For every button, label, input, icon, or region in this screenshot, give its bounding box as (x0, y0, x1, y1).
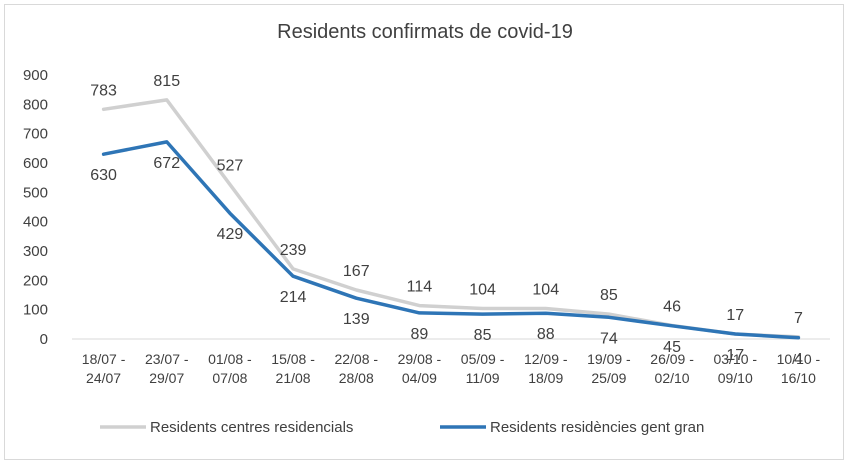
x-tick-label: 29/08 -04/09 (398, 351, 442, 386)
series-line-2 (101, 140, 801, 340)
y-tick-label: 500 (23, 184, 48, 201)
data-labels: 783 815 527 239 167 114 104 104 85 46 17 7 630 672 429… (90, 73, 803, 368)
series-line-1 (101, 98, 801, 339)
data-label: 815 (153, 73, 180, 90)
data-label: 17 (726, 347, 744, 364)
x-tick-label: 05/09 -11/09 (461, 351, 505, 386)
data-label: 167 (343, 263, 370, 280)
y-tick-label: 400 (23, 214, 48, 231)
legend-label-2: Residents residències gent gran (490, 419, 704, 436)
x-tick-label: 18/07 -24/07 (82, 351, 126, 386)
data-label: 46 (663, 299, 681, 316)
y-tick-label: 100 (23, 302, 48, 319)
x-tick-label: 26/09 -02/10 (650, 351, 694, 386)
legend: Residents centres residencials Residents … (100, 419, 704, 436)
y-tick-label: 200 (23, 272, 48, 289)
series-layer (101, 98, 801, 340)
data-label: 630 (90, 167, 117, 184)
x-tick-label: 15/08 -21/08 (271, 351, 315, 386)
data-label: 104 (469, 281, 496, 298)
data-label: 89 (411, 326, 429, 343)
data-label: 85 (600, 287, 618, 304)
x-tick-label: 12/09 -18/09 (524, 351, 568, 386)
chart-title: Residents confirmats de covid-19 (277, 21, 573, 43)
data-label: 88 (537, 326, 555, 343)
x-tick-label: 01/08 -07/08 (208, 351, 252, 386)
data-label: 239 (280, 242, 307, 259)
data-label: 527 (217, 157, 244, 174)
y-tick-label: 300 (23, 243, 48, 260)
data-label: 429 (217, 226, 244, 243)
x-tick-label: 03/10 -09/10 (713, 351, 757, 386)
x-tick-label: 10/10 -16/10 (777, 351, 821, 386)
y-axis: 0 100 200 300 400 500 600 700 800 900 (23, 67, 48, 348)
data-label: 4 (794, 351, 803, 368)
data-label: 17 (726, 307, 744, 324)
data-label: 85 (474, 327, 492, 344)
data-label: 783 (90, 82, 117, 99)
data-label: 672 (153, 155, 180, 172)
x-tick-label: 19/09 -25/09 (587, 351, 631, 386)
chart-frame (4, 4, 844, 460)
x-tick-label: 23/07 -29/07 (145, 351, 189, 386)
x-axis: 18/07 -24/07 23/07 -29/07 01/08 -07/08 15/0… (72, 338, 830, 386)
legend-label-1: Residents centres residencials (150, 419, 353, 436)
data-label: 7 (794, 310, 803, 327)
data-label: 104 (532, 281, 559, 298)
y-tick-label: 700 (23, 126, 48, 143)
y-tick-label: 800 (23, 96, 48, 113)
data-label: 45 (663, 339, 681, 356)
data-label: 139 (343, 311, 370, 328)
x-tick-label: 22/08 -28/08 (334, 351, 378, 386)
data-label: 114 (407, 279, 433, 296)
y-tick-label: 0 (40, 331, 48, 348)
y-tick-label: 900 (23, 67, 48, 84)
data-label: 214 (280, 289, 307, 306)
y-tick-label: 600 (23, 155, 48, 172)
data-label: 74 (600, 330, 618, 347)
